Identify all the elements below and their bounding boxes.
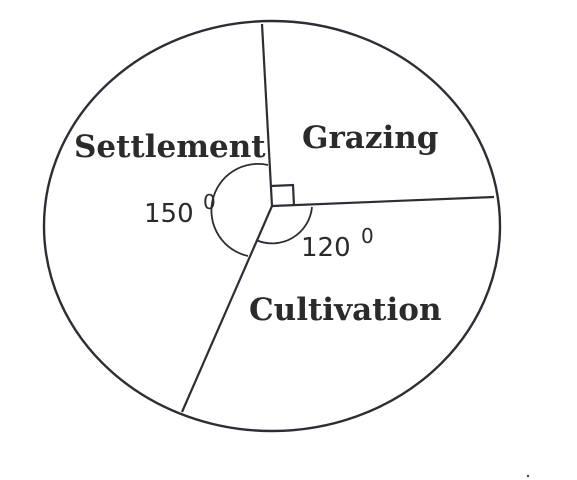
sector-label-cultivation: Cultivation [249,292,442,328]
angle-arc-cultivation [255,206,313,245]
radius-grazing-cultivation [271,195,495,208]
right-angle-marker [270,183,296,207]
radius-settlement-grazing [260,23,274,207]
angle-label-settlement: 150 [144,199,194,229]
scan-speck [526,474,530,478]
sector-label-settlement: Settlement [74,129,266,165]
degree-mark-cultivation: 0 [361,224,374,248]
sector-label-grazing: Grazing [302,120,439,156]
angle-label-cultivation: 120 [301,233,351,263]
degree-mark-settlement: 0 [203,190,216,214]
angle-arc-settlement [210,163,269,257]
pie-outline [42,19,502,433]
